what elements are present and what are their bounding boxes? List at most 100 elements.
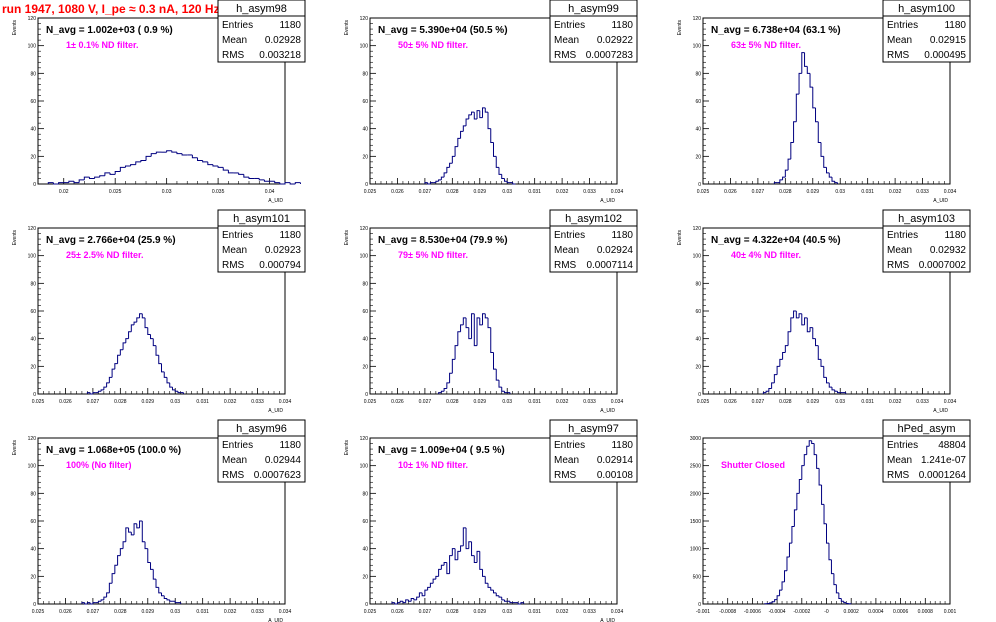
x-tick-label: 0.025: [32, 399, 45, 405]
navg-label: N_avg = 2.766e+04 (25.9 %): [46, 235, 176, 246]
y-tick-label: 20: [362, 154, 368, 160]
histogram-bin: [771, 601, 775, 603]
histogram-bin: [493, 590, 497, 594]
x-tick-label: 0.035: [212, 189, 225, 195]
x-axis-label: A_UID: [933, 408, 948, 414]
histogram-bin: [161, 592, 165, 597]
stats-value: 1180: [279, 440, 301, 451]
histogram-bin: [779, 589, 783, 596]
stats-value: 1180: [944, 230, 966, 241]
x-tick-label: 0.034: [611, 609, 624, 615]
stats-label: Entries: [887, 440, 918, 451]
y-tick-label: 120: [693, 226, 702, 232]
histogram-bin: [166, 150, 172, 153]
histogram-panel-h_asym103: 0 20 40 60 80 100 120 0.025 0.026 0.027 0.028 0.029…: [677, 209, 971, 414]
y-tick-label: 40: [30, 127, 36, 133]
histogram-bin: [140, 159, 147, 162]
histogram-bin: [158, 355, 162, 365]
histogram-bin: [831, 387, 835, 391]
stats-value: 1180: [279, 230, 301, 241]
histogram-bin: [440, 564, 445, 570]
x-tick-label: 0.04: [265, 189, 275, 195]
x-tick-label: 0.032: [224, 609, 237, 615]
histogram-bin: [779, 179, 783, 183]
histogram-bin: [443, 387, 447, 392]
histogram-bin: [294, 182, 301, 184]
y-tick-label: 120: [360, 16, 369, 22]
histogram-bin: [776, 365, 780, 375]
histogram-name: h_asym103: [898, 213, 955, 225]
filter-note: 100% (No filter): [66, 460, 132, 470]
histogram-bin: [801, 313, 805, 326]
x-tick-label: 0.029: [807, 189, 820, 195]
histogram-bin: [490, 128, 494, 143]
histogram-bin: [487, 317, 491, 329]
histogram-bin: [826, 167, 830, 174]
x-tick-label: 0.029: [474, 609, 487, 615]
x-tick-label: 0.034: [279, 609, 292, 615]
histogram-bin: [791, 526, 795, 544]
histogram-bin: [473, 555, 478, 563]
x-tick-label: -0.001: [696, 609, 710, 615]
x-tick-label: 0.031: [528, 609, 541, 615]
histogram-bin: [155, 579, 159, 588]
x-tick-label: 0.028: [114, 399, 127, 405]
histogram-bin: [520, 602, 524, 604]
histogram-bin: [117, 354, 121, 364]
x-tick-label: 0.03: [835, 399, 845, 405]
x-tick-label: 0.03: [170, 399, 180, 405]
histogram-bin: [828, 382, 832, 388]
stats-value: 0.0001264: [919, 470, 967, 481]
x-tick-label: 0.029: [807, 399, 820, 405]
histogram-bin: [440, 176, 445, 180]
histogram-bin: [788, 542, 792, 557]
histogram-bin: [479, 551, 483, 570]
stats-box: [217, 209, 306, 273]
y-tick-label: 100: [360, 464, 369, 470]
x-tick-label: 0.033: [583, 189, 596, 195]
histogram-panel-h_asym96: 0 20 40 60 80 100 120 0.025 0.026 0.027 0.028 0.029…: [12, 419, 306, 622]
histogram-bin: [828, 543, 832, 561]
histogram-bin: [468, 541, 472, 549]
histogram-bin: [503, 391, 508, 394]
histogram-bin: [806, 66, 811, 74]
histogram-bin: [171, 387, 176, 391]
histogram-bin: [484, 107, 489, 113]
y-tick-label: 0: [33, 602, 36, 608]
histogram-bin: [174, 601, 178, 604]
y-tick-label: 60: [362, 519, 368, 525]
x-tick-label: 0.03: [835, 189, 845, 195]
histogram-bin: [109, 172, 116, 175]
histogram-bin: [465, 118, 469, 126]
histogram-bin: [482, 569, 486, 577]
x-tick-label: 0.033: [583, 609, 596, 615]
histogram-bin: [793, 310, 797, 318]
histogram-panel-h_asym99: 0 20 40 60 80 100 120 0.025 0.026 0.027 0.028 0.029…: [344, 0, 638, 204]
y-tick-label: 100: [360, 44, 369, 50]
stats-value: 0.003218: [259, 50, 301, 61]
x-tick-label: 0.031: [196, 609, 209, 615]
x-axis-label: A_UID: [600, 198, 615, 204]
histogram-bin: [284, 182, 291, 184]
y-tick-label: 100: [693, 44, 702, 50]
histogram-bin: [97, 600, 102, 603]
histogram-bin: [413, 598, 417, 601]
histogram-bin: [147, 327, 151, 336]
x-tick-label: 0.031: [528, 189, 541, 195]
stats-label: Mean: [222, 35, 247, 46]
histogram-bin: [793, 121, 797, 143]
y-tick-label: 120: [28, 16, 37, 22]
histogram-bin: [171, 150, 177, 153]
y-tick-label: 1500: [690, 519, 701, 525]
x-tick-label: 0.032: [889, 399, 902, 405]
x-tick-label: 0.025: [109, 189, 122, 195]
histogram-bin: [125, 527, 129, 542]
histogram-bin: [795, 93, 800, 122]
histogram-bin: [806, 445, 810, 455]
histogram-bin: [92, 602, 96, 604]
histogram-bin: [141, 521, 146, 543]
histogram-bin: [818, 468, 822, 486]
histogram-bin: [130, 324, 135, 332]
y-tick-label: 0: [33, 182, 36, 188]
x-tick-label: 0.03: [502, 399, 512, 405]
